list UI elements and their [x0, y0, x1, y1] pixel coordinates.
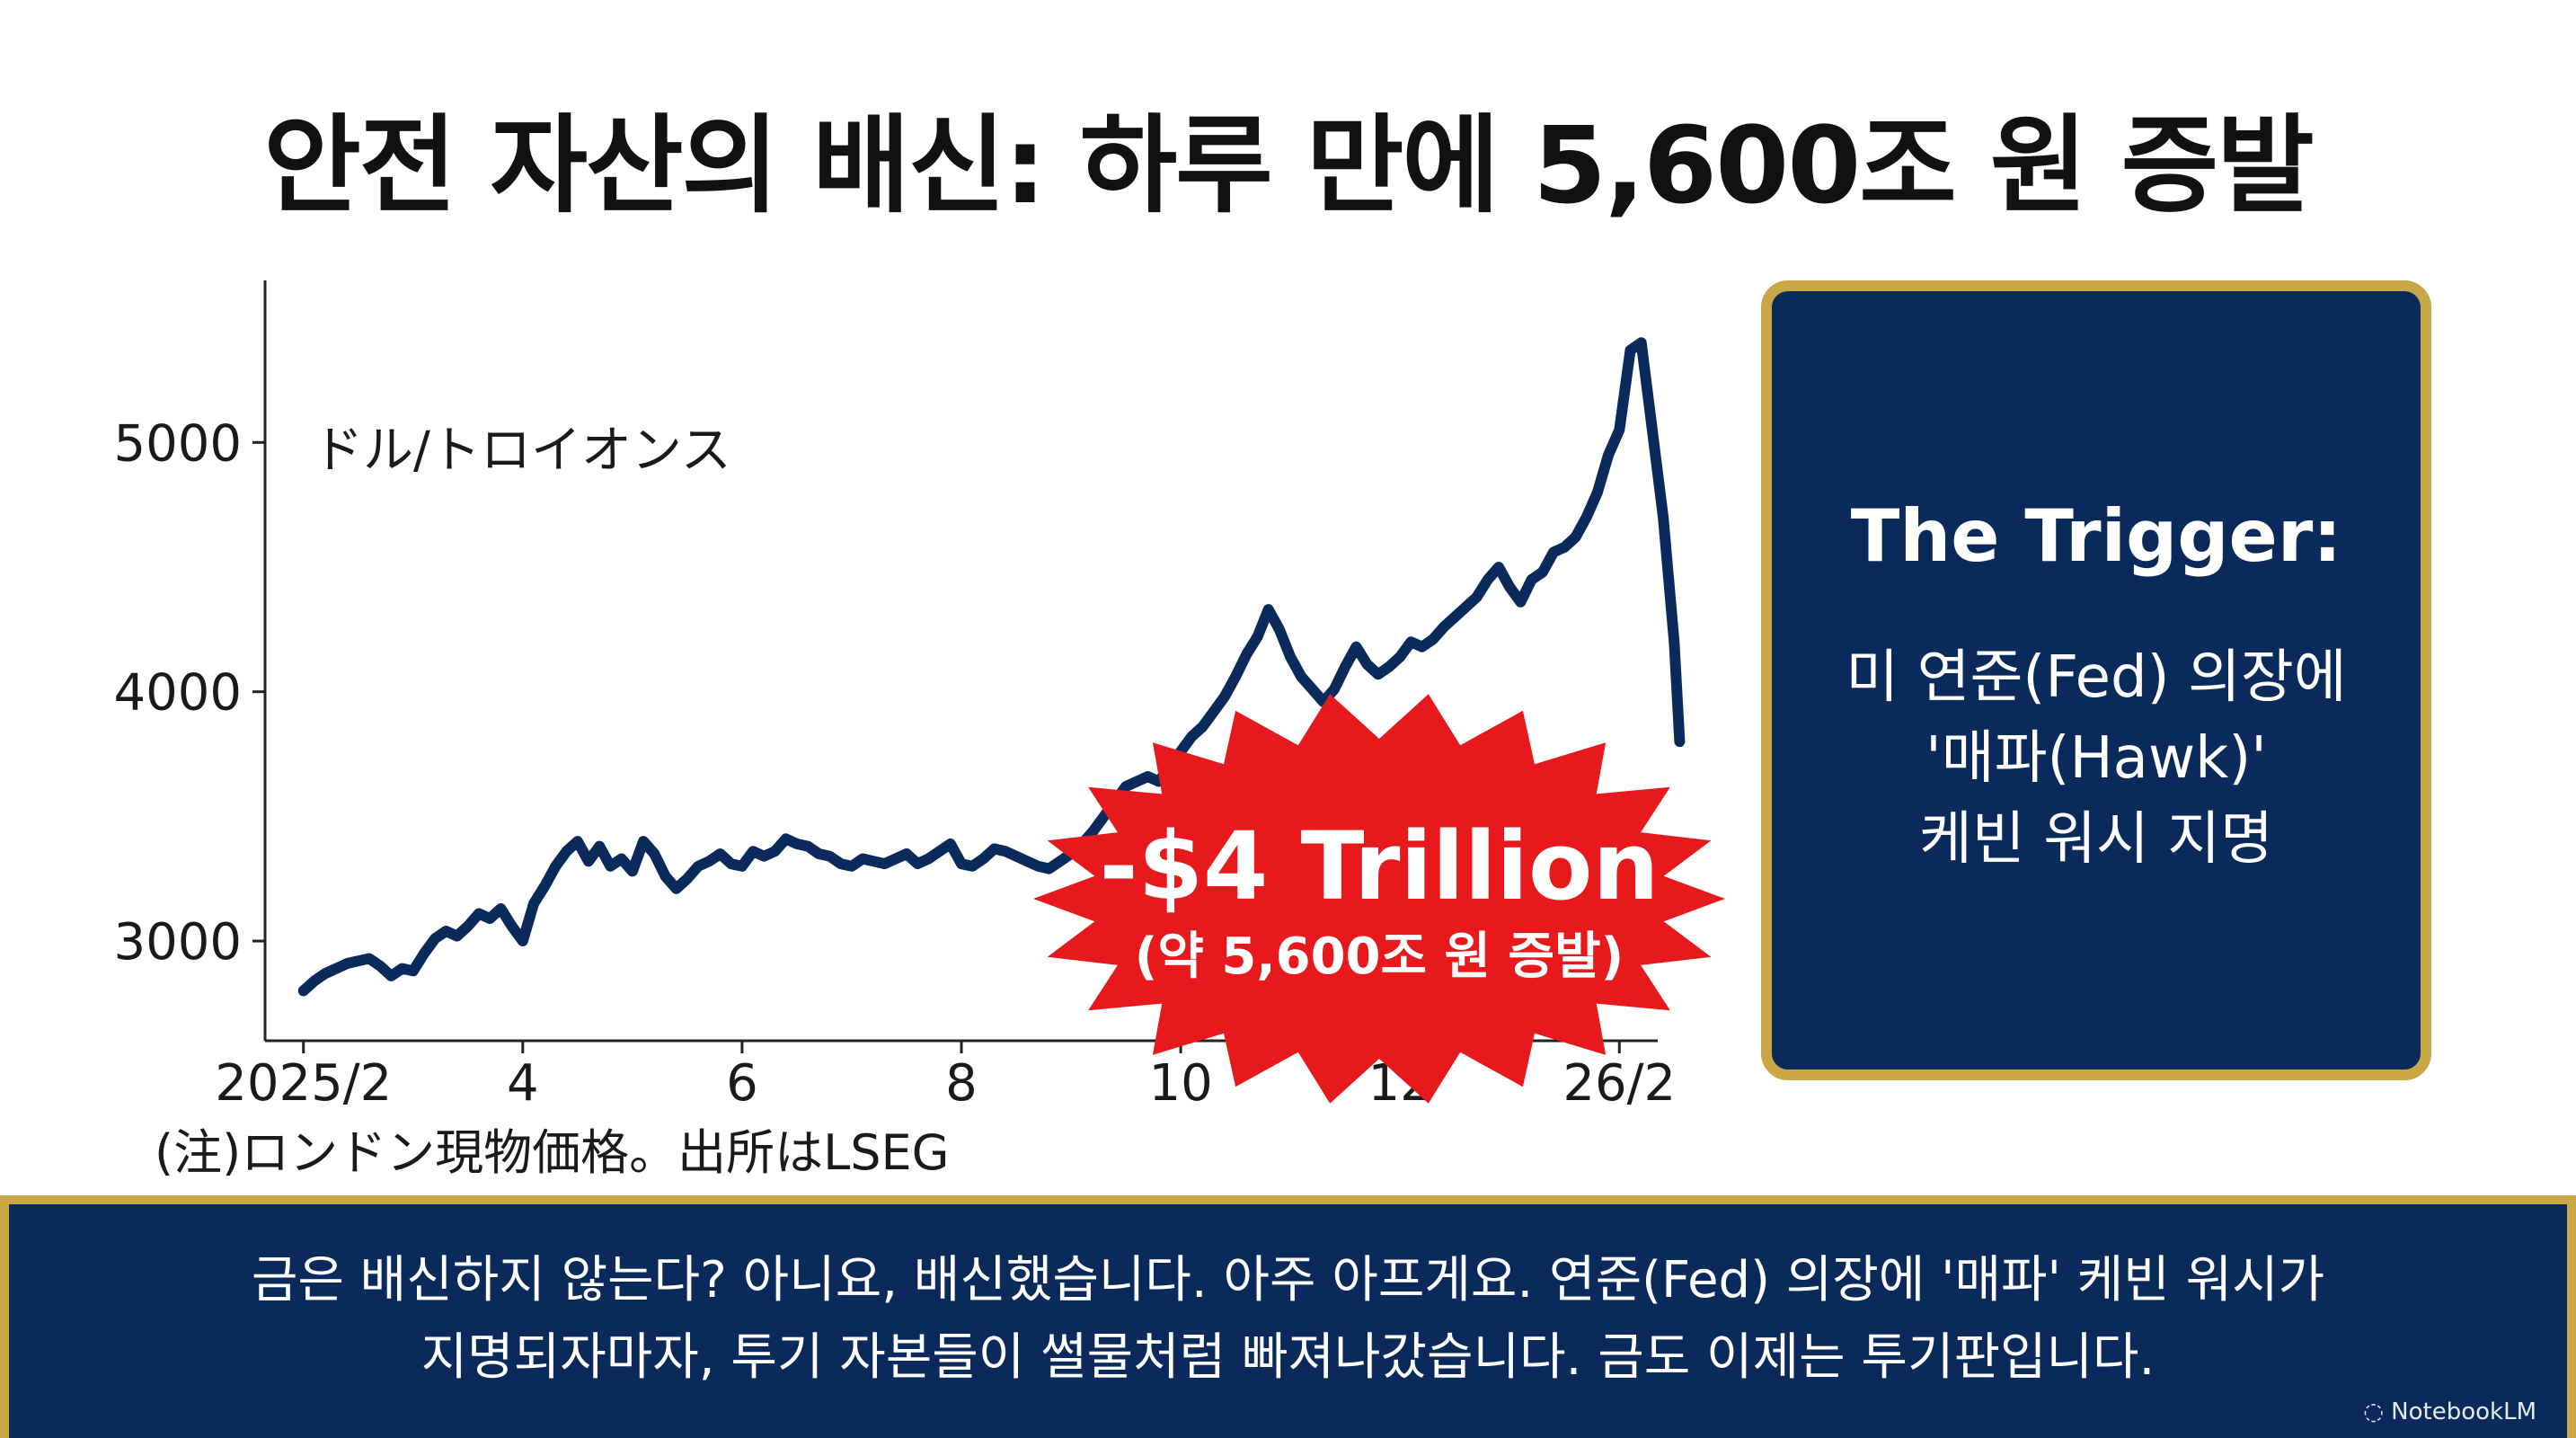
annotation-burst: -$4 Trillion (약 5,600조 원 증발)	[1033, 694, 1725, 1104]
trigger-line: '매파(Hawk)'	[1925, 725, 2267, 792]
brand-label: NotebookLM	[2391, 1398, 2536, 1425]
trigger-panel: The Trigger: 미 연준(Fed) 의장에 '매파(Hawk)' 케빈…	[1761, 280, 2431, 1080]
annotation-text: -$4 Trillion	[1100, 812, 1660, 921]
x-tick-label: 10	[1148, 1054, 1212, 1113]
y-tick-label: 4000	[113, 664, 242, 723]
y-tick-label: 3000	[113, 913, 242, 972]
x-tick-label: 4	[507, 1054, 539, 1113]
trigger-line: 미 연준(Fed) 의장에	[1846, 644, 2347, 711]
annotation-subtext: (약 5,600조 원 증발)	[1135, 928, 1624, 986]
x-tick-label: 6	[726, 1054, 758, 1113]
series-line	[297, 337, 1686, 997]
caption-line: 지명되자마자, 투기 자본들이 썰물처럼 빠져나갔습니다. 금도 이제는 투기판…	[420, 1328, 2156, 1387]
trigger-title: The Trigger:	[1850, 494, 2342, 578]
caption-bar: 금은 배신하지 않는다? 아니요, 배신했습니다. 아주 아프게요. 연준(Fe…	[0, 1195, 2576, 1438]
caption-line: 금은 배신하지 않는다? 아니요, 배신했습니다. 아주 아프게요. 연준(Fe…	[251, 1251, 2325, 1309]
x-tick-label: 2025/2	[215, 1054, 392, 1113]
y-tick-label: 5000	[113, 414, 242, 473]
y-ticks: 3000 4000 5000	[113, 414, 265, 972]
trigger-line: 케빈 워시 지명	[1919, 806, 2273, 873]
brand-logo: ◌ NotebookLM	[2363, 1398, 2536, 1425]
x-tick-label: 26/2	[1562, 1054, 1676, 1113]
y-axis-label: ドル/トロイオンス	[313, 422, 731, 480]
x-tick-label: 8	[945, 1054, 978, 1113]
source-note: (注)ロンドン現物価格。出所はLSEG	[155, 1124, 950, 1181]
x-ticks: 2025/2 4 6 8 10 12 26/2	[215, 1041, 1676, 1113]
page-title: 안전 자산의 배신: 하루 만에 5,600조 원 증발	[263, 103, 2314, 227]
burst-shape	[1033, 694, 1725, 1104]
